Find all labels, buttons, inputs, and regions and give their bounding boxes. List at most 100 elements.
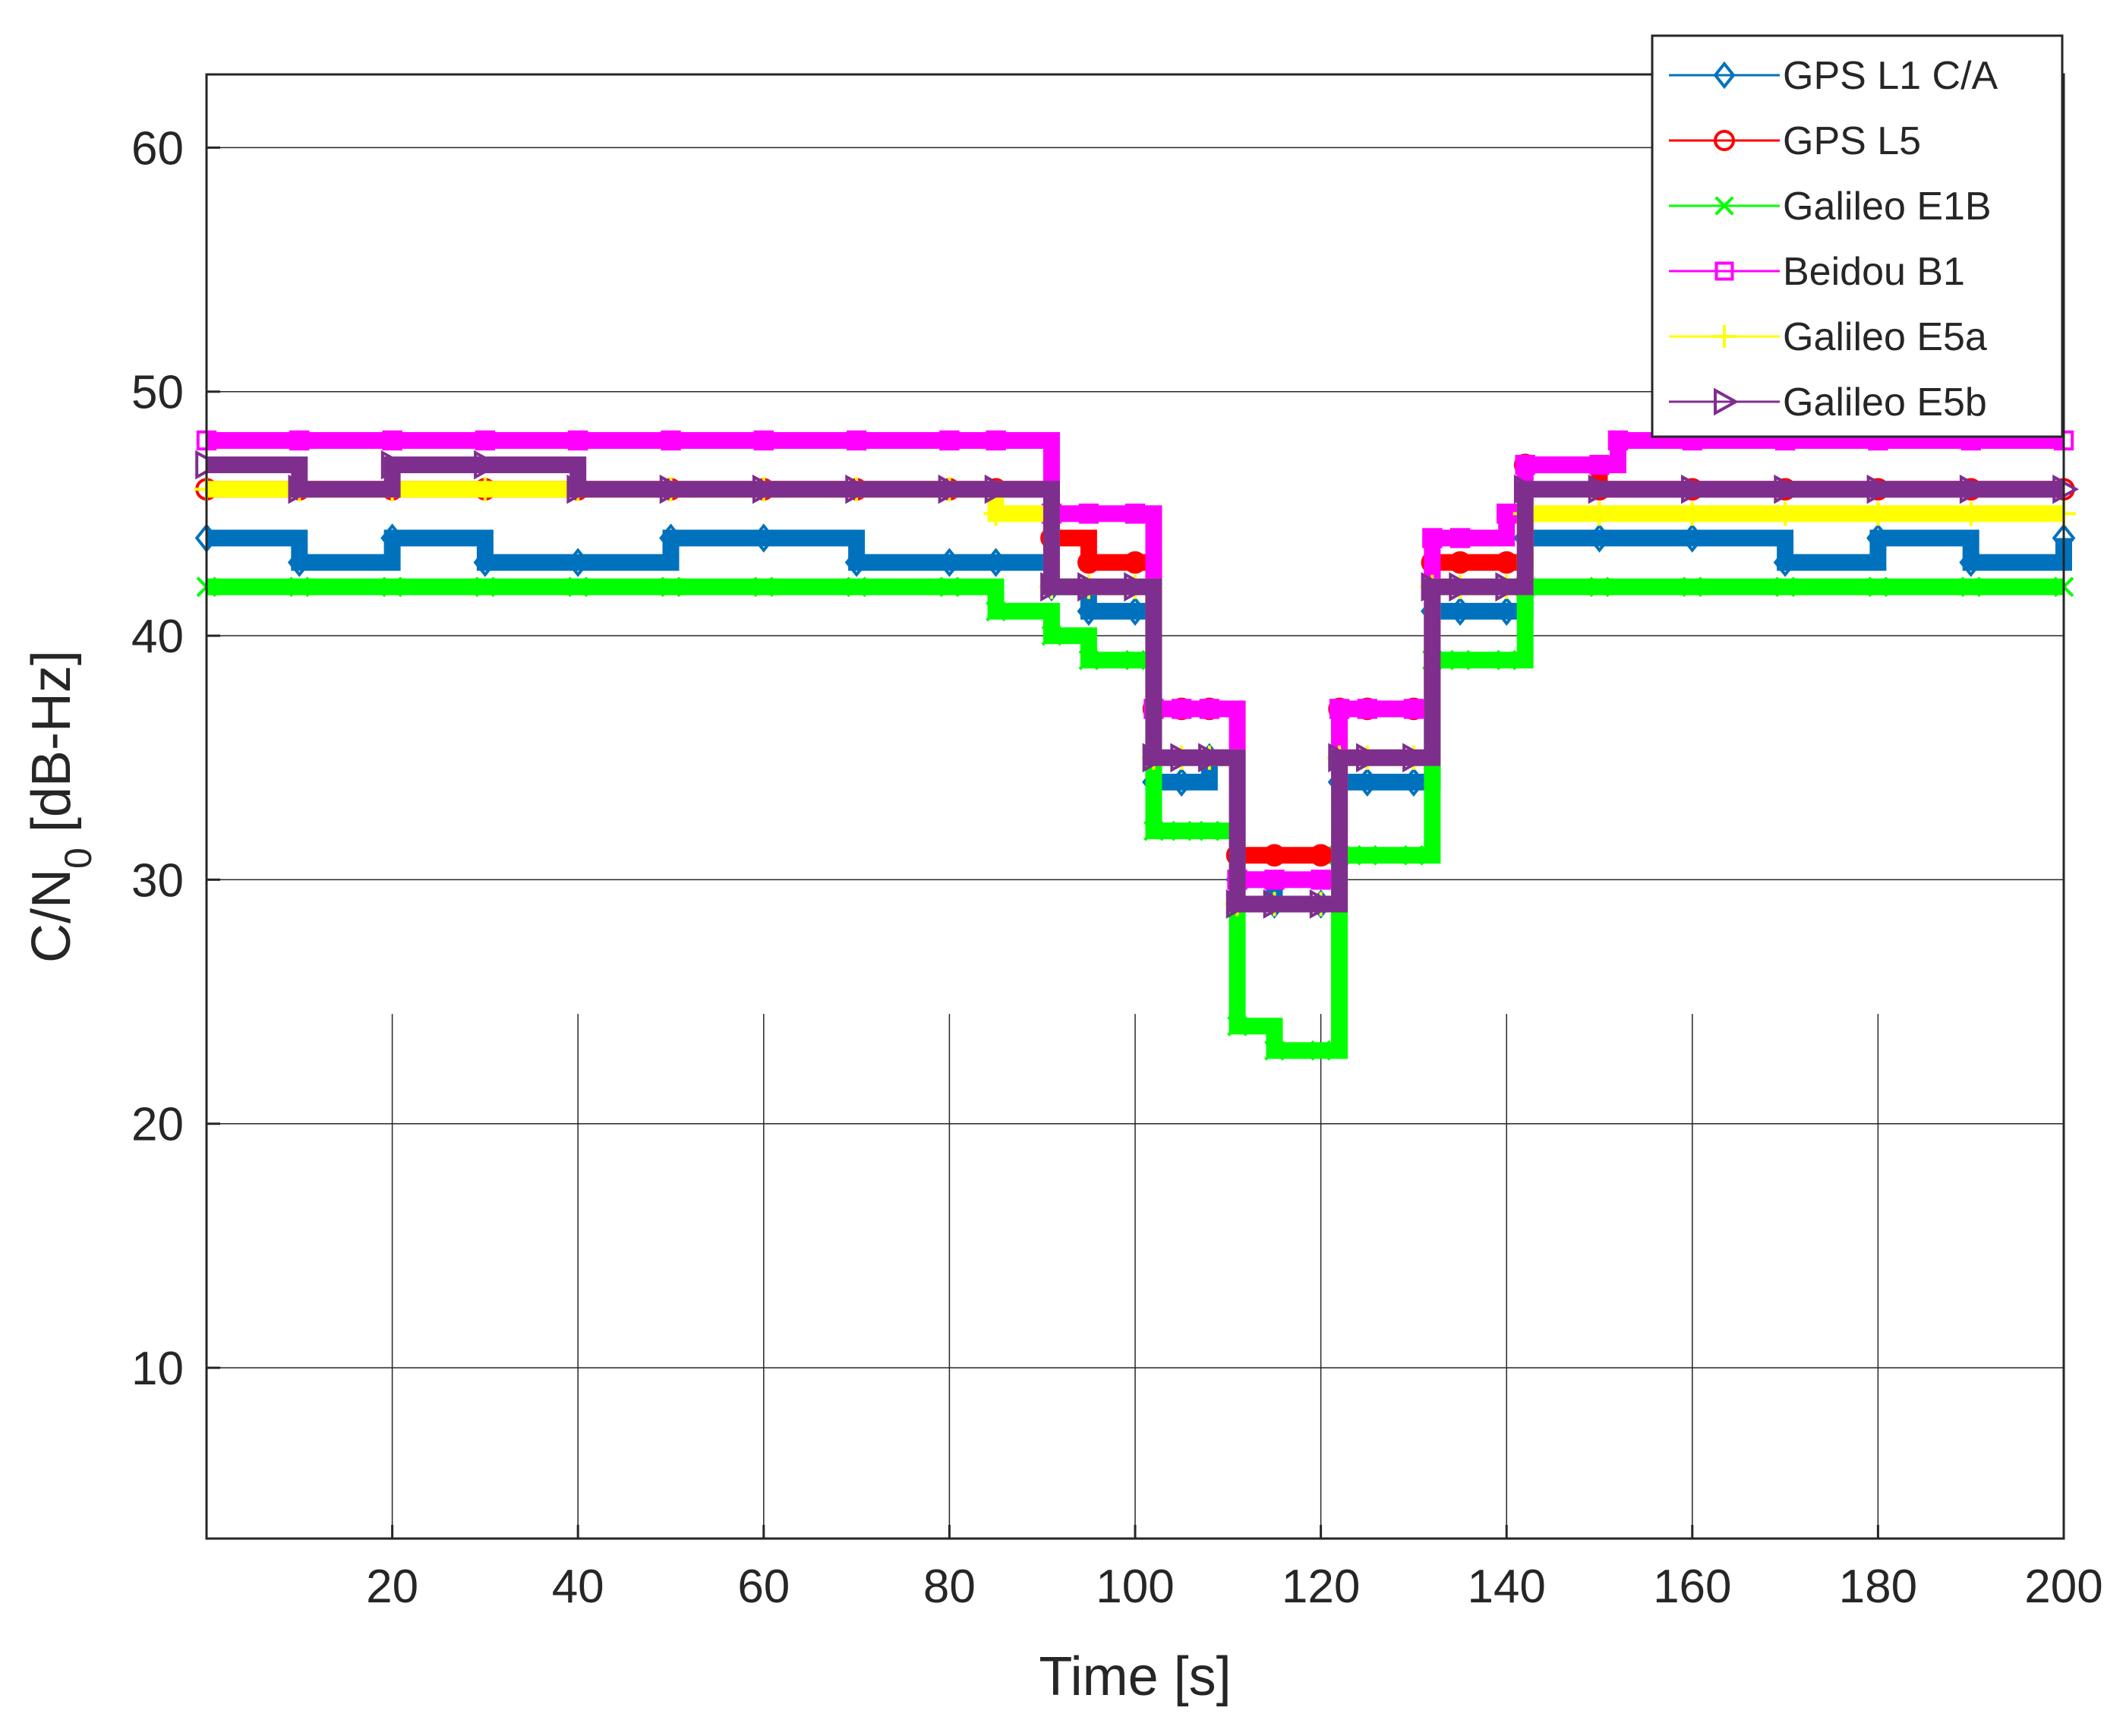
data-point <box>938 474 965 504</box>
data-point <box>1774 576 1796 598</box>
data-point <box>986 601 1006 622</box>
data-point <box>1449 528 1471 548</box>
data-point <box>195 450 222 480</box>
data-point <box>984 548 1008 577</box>
data-point <box>1171 699 1192 719</box>
data-point <box>1171 820 1192 841</box>
data-point <box>1496 649 1517 671</box>
data-point <box>1682 576 1703 598</box>
data-point <box>1421 572 1448 602</box>
legend-label: Galileo E5a <box>1783 315 1987 359</box>
data-point <box>661 430 681 451</box>
data-point <box>1263 889 1290 919</box>
data-point <box>1309 844 1333 867</box>
data-point <box>1680 523 1705 553</box>
y-tick-label: 40 <box>131 611 184 663</box>
data-point <box>1309 889 1336 919</box>
legend-label: Beidou B1 <box>1783 250 1965 294</box>
legend-entry: GPS L5 <box>1669 119 1921 163</box>
data-point <box>567 576 588 598</box>
legend-marker <box>1713 325 1736 348</box>
data-point <box>1495 551 1518 574</box>
data-point <box>752 474 779 504</box>
legend-label: GPS L1 C/A <box>1783 54 1998 98</box>
data-point <box>288 474 315 504</box>
data-point <box>1960 576 1982 598</box>
data-point <box>474 450 501 480</box>
data-point <box>1680 501 1705 526</box>
data-point <box>1589 576 1610 598</box>
legend-marker <box>1714 387 1740 416</box>
data-point <box>380 450 408 480</box>
data-point <box>1264 870 1285 890</box>
legend-box <box>1651 34 2064 438</box>
data-point <box>1355 743 1383 773</box>
legend-marker <box>1714 261 1734 281</box>
legend-entry: Galileo E5b <box>1669 380 1987 425</box>
data-point <box>1264 1040 1285 1061</box>
data-point <box>472 477 497 502</box>
y-axis-title: C/N0 [dB-Hz] <box>21 650 99 963</box>
x-tick-label: 80 <box>923 1561 976 1613</box>
data-point <box>1588 523 1611 553</box>
data-point <box>1124 551 1147 574</box>
data-point <box>846 576 867 598</box>
data-point <box>2052 474 2080 504</box>
data-point <box>1124 572 1151 602</box>
data-point <box>1143 820 1164 841</box>
x-tick-label: 160 <box>1653 1561 1731 1613</box>
y-tick-label: 50 <box>131 367 184 419</box>
data-point <box>1773 548 1797 577</box>
data-point <box>1495 572 1522 602</box>
x-tick-label: 40 <box>552 1561 604 1613</box>
data-point <box>1125 649 1146 671</box>
series-galileo-e5b <box>195 450 2080 919</box>
data-point <box>1077 596 1101 627</box>
data-point <box>938 576 960 598</box>
data-point <box>1867 576 1888 598</box>
data-point <box>1681 474 1708 504</box>
series-line <box>207 432 2064 889</box>
x-tick-label: 100 <box>1096 1561 1174 1613</box>
data-point <box>1866 523 1890 553</box>
data-point <box>845 474 872 504</box>
data-point <box>659 523 683 553</box>
data-point <box>983 501 1008 526</box>
data-point <box>1225 889 1253 919</box>
data-point <box>1402 767 1426 797</box>
data-point <box>1329 699 1350 719</box>
data-point <box>1355 767 1380 797</box>
data-point <box>1169 767 1194 797</box>
data-point <box>1588 474 1615 504</box>
data-point <box>1866 474 1894 504</box>
data-point <box>289 576 310 598</box>
legend-entry: Beidou B1 <box>1669 250 1965 294</box>
legend: GPS L1 C/A GPS L5 Galileo E1B Beidou B1 Gali… <box>1651 34 2064 438</box>
data-point <box>473 548 497 577</box>
data-point <box>1449 572 1476 602</box>
data-point <box>1199 820 1220 841</box>
data-point <box>475 430 496 451</box>
data-point <box>1773 501 1798 526</box>
data-point <box>1448 596 1472 627</box>
data-point <box>1449 551 1471 574</box>
grid-lines <box>207 147 2064 1539</box>
legend-label: Galileo E5b <box>1783 380 1987 425</box>
data-point <box>566 474 594 504</box>
data-point <box>1311 870 1331 890</box>
data-point <box>1589 454 1610 475</box>
data-point <box>1142 743 1169 773</box>
series-beidou-b1 <box>196 430 2074 890</box>
data-point <box>1078 503 1099 524</box>
data-point <box>1357 844 1378 866</box>
data-point <box>1449 649 1471 671</box>
tick-labels: 10 20 30 40 50 60 20 40 60 80 100 120 140 160 180 200 <box>131 122 2103 1613</box>
data-point <box>1866 501 1891 526</box>
data-point <box>568 430 588 451</box>
data-point <box>844 548 869 577</box>
data-point <box>380 523 404 553</box>
data-point <box>475 576 496 598</box>
data-point <box>1774 474 1801 504</box>
y-axis-title-main: C/N <box>21 869 82 963</box>
